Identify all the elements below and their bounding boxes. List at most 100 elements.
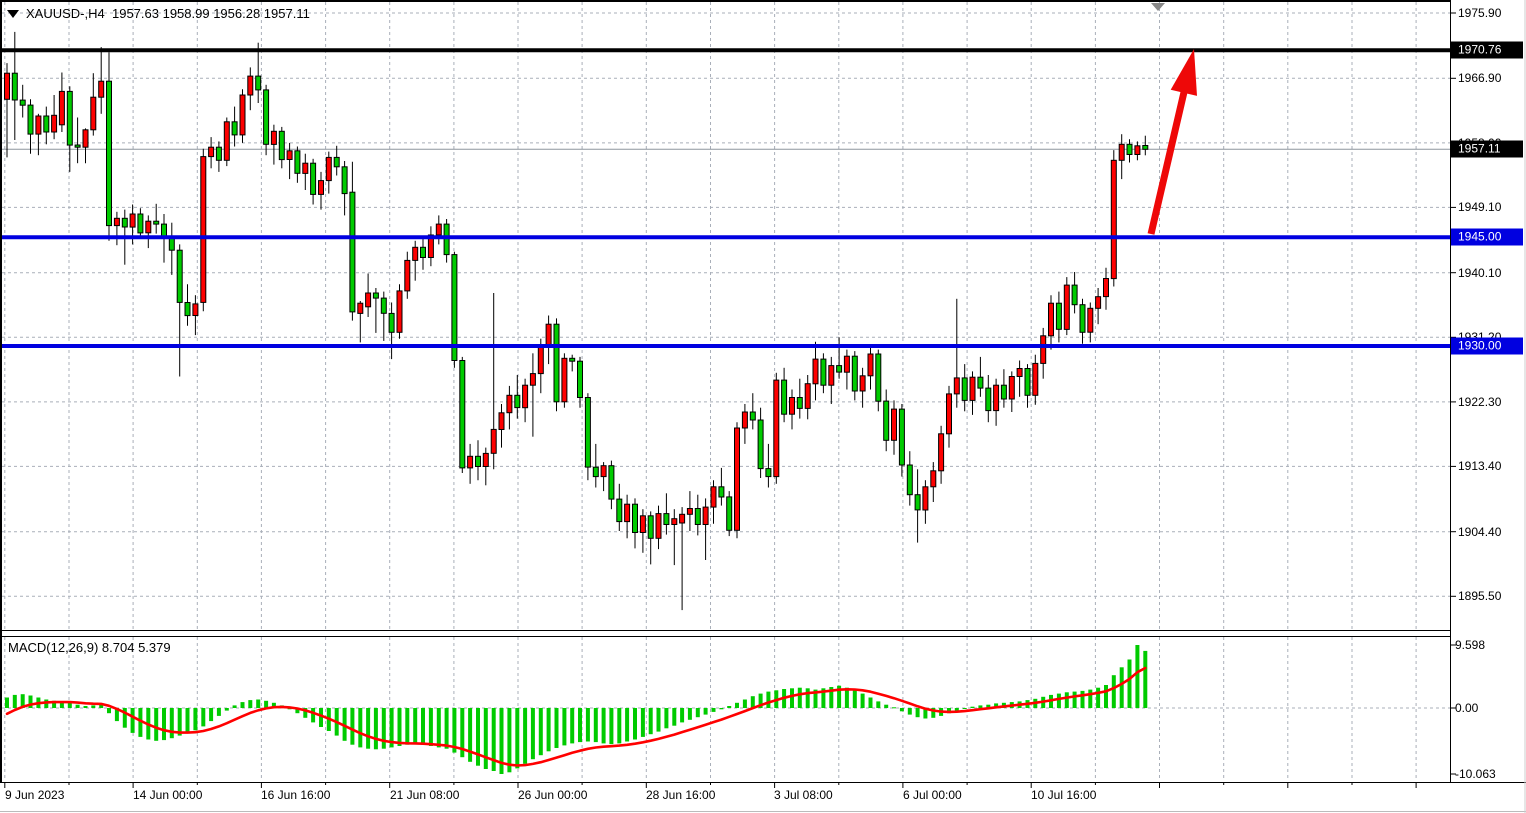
- candle: [176, 249, 183, 303]
- candle: [35, 115, 42, 135]
- candle: [184, 302, 191, 317]
- price-axis-label: 1895.50: [1458, 589, 1502, 604]
- candle: [1142, 145, 1149, 150]
- candle: [938, 433, 945, 472]
- time-axis-label: 14 Jun 00:00: [133, 788, 203, 802]
- candle: [459, 360, 466, 469]
- candle: [467, 455, 474, 469]
- price-badge: 1930.00: [1451, 337, 1523, 355]
- candle: [129, 213, 136, 228]
- candle: [82, 129, 89, 148]
- candle: [875, 353, 882, 402]
- candle: [898, 408, 905, 466]
- candle: [380, 297, 387, 314]
- candle: [930, 470, 937, 488]
- candle: [537, 347, 544, 375]
- candle: [357, 302, 364, 314]
- candle: [851, 355, 858, 392]
- candle: [985, 387, 992, 412]
- candle: [1055, 302, 1062, 330]
- candle: [765, 468, 772, 478]
- candle: [1000, 384, 1007, 400]
- hlines-layer: [2, 48, 1450, 348]
- candle: [1048, 302, 1054, 337]
- candle: [475, 455, 481, 467]
- price-axis-label: 1949.10: [1458, 200, 1502, 215]
- candle: [710, 486, 717, 508]
- price-axis-label: 1975.90: [1458, 6, 1502, 20]
- candle: [106, 80, 112, 227]
- candle: [302, 162, 309, 174]
- candle: [773, 379, 780, 478]
- candle: [1134, 145, 1141, 156]
- candle: [749, 411, 756, 421]
- candle: [686, 508, 693, 515]
- candle: [153, 220, 160, 225]
- candle: [561, 357, 568, 403]
- candle: [655, 513, 662, 539]
- price-axis-label: 1922.30: [1458, 394, 1502, 409]
- candle: [294, 150, 301, 174]
- chart-title: XAUUSD-,H4 1957.63 1958.99 1956.28 1957.…: [7, 6, 310, 21]
- candle: [451, 254, 458, 362]
- candle: [247, 75, 254, 96]
- candle: [922, 486, 929, 511]
- candle: [624, 503, 631, 523]
- time-axis-label: 28 Jun 16:00: [646, 788, 716, 802]
- candle: [325, 156, 332, 182]
- candle: [341, 166, 348, 195]
- macd-axis-label: 0.00: [1455, 701, 1479, 715]
- candle: [577, 360, 583, 399]
- candle: [215, 146, 222, 161]
- candle: [961, 377, 968, 401]
- candle: [388, 312, 395, 333]
- candle: [679, 513, 686, 524]
- chart-shift-marker-icon[interactable]: [1151, 3, 1165, 11]
- macd-indicator-label: MACD(12,26,9) 8.704 5.379: [8, 640, 171, 655]
- candle: [1095, 296, 1102, 309]
- time-axis-label: 3 Jul 08:00: [774, 788, 833, 802]
- candle: [27, 104, 34, 135]
- candle: [58, 90, 65, 126]
- candle: [569, 357, 576, 362]
- candle: [90, 96, 97, 131]
- candle: [412, 246, 419, 261]
- symbol-dropdown-icon[interactable]: [7, 10, 19, 18]
- trend-arrow[interactable]: [1147, 49, 1197, 235]
- candle: [843, 355, 850, 373]
- price-axis-label: 1966.90: [1458, 71, 1502, 86]
- candle: [223, 121, 230, 161]
- candle: [263, 89, 270, 145]
- candle: [804, 383, 811, 409]
- candle: [443, 223, 450, 256]
- candle: [969, 376, 976, 401]
- candle: [671, 518, 678, 526]
- price-axis-label: 1913.40: [1458, 459, 1502, 474]
- candle: [372, 292, 379, 299]
- candle: [43, 115, 50, 133]
- candle: [953, 377, 960, 395]
- chart-ohlc-quote: 1957.63 1958.99 1956.28 1957.11: [111, 6, 310, 21]
- candle: [608, 465, 615, 500]
- candle: [168, 237, 175, 251]
- candle: [427, 234, 434, 258]
- candle: [592, 466, 599, 478]
- candle: [883, 400, 890, 441]
- candle: [914, 494, 921, 511]
- macd-axis-label: 9.598: [1455, 638, 1486, 652]
- time-axis-label: 21 Jun 08:00: [390, 788, 460, 802]
- candle: [836, 365, 843, 373]
- candle: [694, 508, 701, 525]
- time-axis-label: 16 Jun 16:00: [261, 788, 331, 802]
- candle: [828, 365, 835, 386]
- candle: [482, 452, 489, 467]
- candle: [318, 180, 324, 195]
- candle: [545, 323, 552, 348]
- candle: [1071, 284, 1078, 306]
- candle: [145, 220, 152, 234]
- candle: [993, 384, 1000, 412]
- candle: [192, 303, 199, 316]
- candle: [333, 156, 340, 168]
